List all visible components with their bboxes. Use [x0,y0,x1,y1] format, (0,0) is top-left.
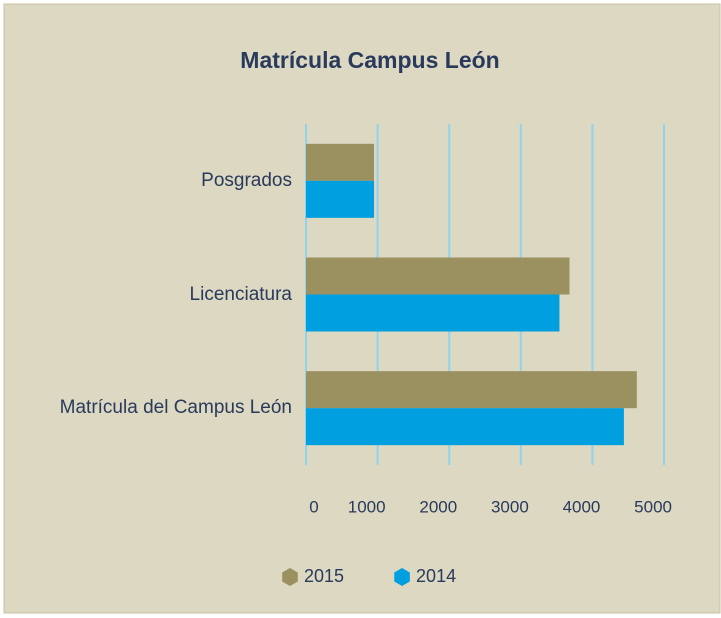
bar [306,408,624,446]
x-tick-label: 1000 [348,497,386,516]
y-tick-label: Matrícula del Campus León [59,397,292,419]
legend-label: 2015 [304,566,344,586]
bar [306,143,375,181]
x-tick-label: 4000 [563,497,601,516]
bar [306,257,570,295]
legend-marker [394,568,410,586]
chart-title: Matrícula Campus León [240,47,499,73]
legend-marker [282,568,298,586]
bar [306,371,637,409]
bar [306,294,560,332]
y-tick-label: Licenciatura [189,283,292,305]
x-tick-label: 0 [309,497,318,516]
x-tick-label: 3000 [491,497,529,516]
legend-label: 2014 [416,566,456,586]
y-tick-label: Posgrados [201,169,292,191]
bar [306,180,375,218]
x-tick-label: 2000 [419,497,457,516]
x-tick-label: 5000 [634,497,672,516]
